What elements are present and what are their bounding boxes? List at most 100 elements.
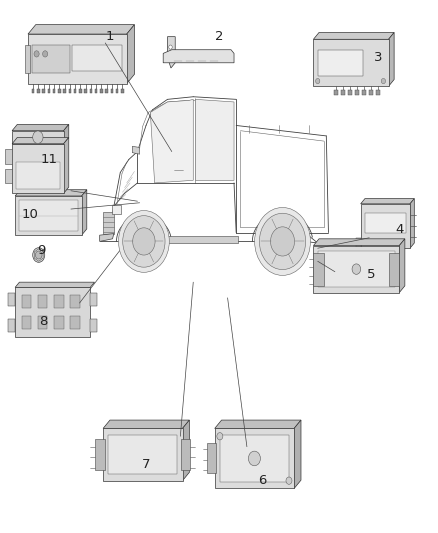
Text: 7: 7 [142, 458, 150, 472]
FancyBboxPatch shape [355, 91, 359, 95]
FancyBboxPatch shape [79, 89, 82, 93]
FancyBboxPatch shape [25, 45, 30, 73]
FancyBboxPatch shape [121, 89, 124, 93]
Circle shape [123, 216, 165, 267]
Circle shape [254, 207, 311, 276]
FancyBboxPatch shape [207, 443, 216, 473]
Text: 8: 8 [39, 315, 47, 328]
Circle shape [315, 78, 320, 84]
FancyBboxPatch shape [314, 246, 399, 293]
FancyBboxPatch shape [369, 91, 373, 95]
Text: 4: 4 [395, 223, 403, 237]
FancyBboxPatch shape [54, 295, 64, 308]
FancyBboxPatch shape [111, 89, 113, 93]
FancyBboxPatch shape [71, 295, 80, 308]
FancyBboxPatch shape [318, 251, 395, 287]
FancyBboxPatch shape [314, 39, 389, 86]
FancyBboxPatch shape [38, 295, 47, 308]
FancyBboxPatch shape [72, 45, 122, 71]
Text: 10: 10 [22, 208, 39, 221]
FancyBboxPatch shape [90, 319, 97, 332]
Polygon shape [12, 124, 69, 131]
Polygon shape [28, 25, 134, 34]
Polygon shape [150, 99, 193, 183]
Polygon shape [360, 199, 414, 204]
FancyBboxPatch shape [12, 131, 64, 144]
FancyBboxPatch shape [90, 89, 92, 93]
FancyBboxPatch shape [15, 287, 90, 337]
Polygon shape [12, 138, 69, 144]
FancyBboxPatch shape [15, 196, 81, 235]
Text: 9: 9 [37, 244, 45, 257]
FancyBboxPatch shape [348, 91, 352, 95]
FancyBboxPatch shape [357, 238, 360, 248]
FancyBboxPatch shape [181, 439, 190, 470]
FancyBboxPatch shape [376, 91, 380, 95]
Polygon shape [314, 239, 405, 246]
FancyBboxPatch shape [8, 319, 15, 332]
FancyBboxPatch shape [54, 316, 64, 329]
FancyBboxPatch shape [116, 89, 118, 93]
Text: 3: 3 [374, 51, 382, 64]
FancyBboxPatch shape [90, 293, 97, 306]
Circle shape [119, 211, 169, 272]
FancyBboxPatch shape [95, 439, 105, 470]
FancyBboxPatch shape [314, 253, 324, 286]
Polygon shape [163, 50, 234, 63]
Polygon shape [100, 233, 114, 241]
Circle shape [286, 477, 292, 484]
FancyBboxPatch shape [103, 429, 183, 481]
FancyBboxPatch shape [71, 316, 80, 329]
Polygon shape [15, 282, 95, 287]
FancyBboxPatch shape [15, 162, 60, 189]
FancyBboxPatch shape [21, 295, 31, 308]
FancyBboxPatch shape [74, 89, 77, 93]
FancyBboxPatch shape [220, 435, 289, 482]
FancyBboxPatch shape [360, 204, 410, 248]
Circle shape [381, 78, 385, 84]
Text: 6: 6 [258, 474, 266, 487]
FancyBboxPatch shape [69, 89, 71, 93]
FancyBboxPatch shape [106, 89, 108, 93]
Text: 11: 11 [41, 153, 58, 166]
FancyBboxPatch shape [215, 429, 294, 488]
FancyBboxPatch shape [127, 236, 238, 243]
Polygon shape [127, 25, 134, 84]
FancyBboxPatch shape [32, 45, 70, 73]
Circle shape [352, 264, 360, 274]
FancyBboxPatch shape [42, 89, 45, 93]
FancyBboxPatch shape [389, 253, 399, 286]
Polygon shape [314, 33, 394, 39]
Polygon shape [167, 37, 175, 68]
FancyBboxPatch shape [37, 89, 40, 93]
Polygon shape [103, 420, 189, 429]
Circle shape [271, 227, 294, 256]
FancyBboxPatch shape [334, 91, 338, 95]
Circle shape [35, 251, 42, 259]
FancyBboxPatch shape [85, 89, 87, 93]
FancyBboxPatch shape [64, 89, 66, 93]
FancyBboxPatch shape [318, 50, 363, 76]
FancyBboxPatch shape [38, 316, 47, 329]
Polygon shape [195, 99, 234, 180]
Polygon shape [64, 138, 69, 193]
FancyBboxPatch shape [365, 213, 406, 233]
Circle shape [133, 228, 155, 255]
Polygon shape [410, 199, 414, 248]
Text: 1: 1 [105, 30, 114, 43]
FancyBboxPatch shape [32, 89, 35, 93]
FancyBboxPatch shape [108, 435, 177, 474]
Circle shape [33, 131, 43, 143]
Circle shape [217, 433, 223, 440]
Circle shape [33, 248, 45, 262]
FancyBboxPatch shape [28, 34, 127, 84]
Circle shape [34, 51, 39, 57]
FancyBboxPatch shape [100, 89, 102, 93]
Polygon shape [399, 239, 405, 293]
FancyBboxPatch shape [53, 89, 56, 93]
FancyBboxPatch shape [58, 89, 61, 93]
FancyBboxPatch shape [341, 91, 345, 95]
FancyBboxPatch shape [8, 293, 15, 306]
FancyBboxPatch shape [362, 91, 366, 95]
Polygon shape [294, 420, 301, 488]
